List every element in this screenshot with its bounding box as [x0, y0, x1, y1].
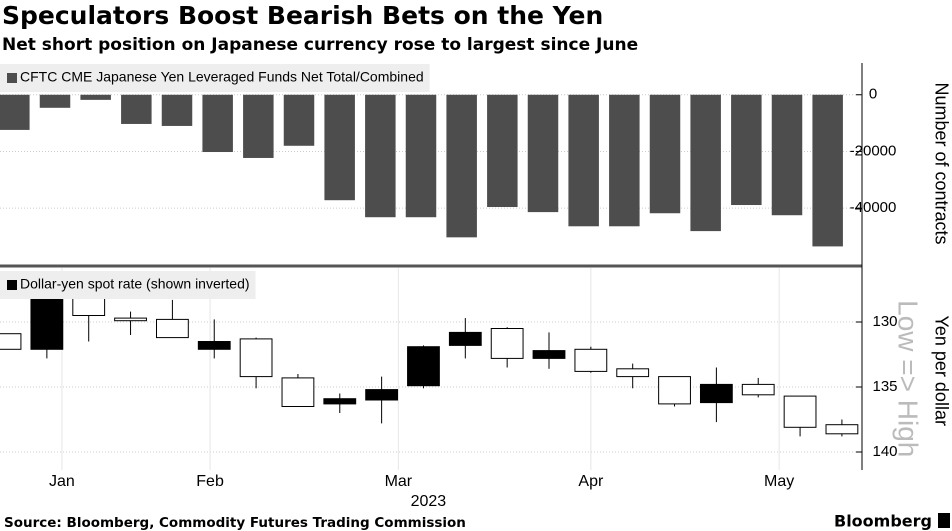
y-tick-label: 0	[869, 86, 877, 103]
candle-body	[783, 395, 817, 428]
bar	[405, 94, 437, 218]
legend-box	[0, 64, 430, 92]
legend-swatch	[7, 73, 17, 83]
brand: Bloomberg	[834, 512, 932, 531]
bar	[365, 94, 396, 218]
bar	[202, 94, 233, 153]
candle-body	[407, 346, 440, 387]
x-tick-label: Feb	[196, 473, 224, 490]
bar	[324, 94, 355, 201]
candle-body	[323, 398, 357, 405]
y-tick-label: 130	[872, 313, 897, 330]
bar	[812, 94, 843, 247]
candle-body	[699, 383, 733, 404]
candle-body	[448, 331, 482, 346]
bar	[446, 94, 477, 238]
bar	[283, 94, 315, 146]
x-axis-title: 2023	[411, 493, 447, 510]
bar	[39, 94, 71, 108]
candle-body	[658, 376, 691, 405]
y-tick-label: 135	[872, 378, 897, 395]
legend-label: Dollar-yen spot rate (shown inverted)	[20, 276, 250, 292]
brand-icon	[938, 513, 950, 528]
candle-body	[239, 338, 273, 378]
bottom-panel	[0, 268, 862, 470]
candle-body	[0, 333, 22, 350]
y-tick-label: -20000	[850, 142, 897, 159]
x-tick-label: Jan	[49, 473, 75, 490]
title: Speculators Boost Bearish Bets on the Ye…	[2, 1, 603, 30]
bar	[771, 94, 803, 216]
candle-body	[616, 368, 650, 378]
bar	[731, 94, 762, 206]
y-tick-label: 140	[872, 443, 897, 460]
bar	[121, 94, 152, 124]
candle-body	[281, 377, 315, 407]
bar	[649, 94, 681, 214]
candle-body	[574, 348, 608, 372]
candle-body	[155, 318, 189, 339]
axes: 0 -20000 -40000 Number of contracts CFTC CME…	[0, 64, 951, 510]
bar	[80, 94, 111, 100]
candle-body	[114, 317, 147, 322]
legend-swatch	[7, 280, 17, 290]
bar	[690, 94, 721, 232]
candle-body	[490, 328, 524, 359]
top-panel	[0, 94, 862, 247]
candle-body	[532, 350, 566, 359]
y-axis-title: Yen per dollar	[931, 316, 951, 426]
legend-box	[0, 271, 256, 299]
y-axis-title: Number of contracts	[931, 82, 951, 244]
bar	[487, 94, 518, 208]
candle-body	[30, 296, 64, 350]
annotation: Low => High	[893, 300, 924, 457]
candle-body	[365, 389, 399, 401]
subtitle: Net short position on Japanese currency …	[2, 35, 638, 55]
bar	[161, 94, 193, 126]
bar	[609, 94, 640, 227]
bar	[243, 94, 274, 158]
x-tick-label: Mar	[385, 473, 413, 490]
candle-body	[741, 383, 775, 396]
legend-label: CFTC CME Japanese Yen Leveraged Funds Ne…	[20, 69, 424, 85]
x-tick-label: May	[764, 473, 794, 490]
bar	[568, 94, 599, 227]
source: Source: Bloomberg, Commodity Futures Tra…	[4, 515, 466, 531]
bar	[527, 94, 559, 213]
x-tick-label: Apr	[578, 473, 604, 490]
candle-body	[825, 424, 859, 435]
y-tick-label: -40000	[850, 199, 897, 216]
bar	[0, 94, 30, 130]
candle-body	[197, 341, 231, 350]
